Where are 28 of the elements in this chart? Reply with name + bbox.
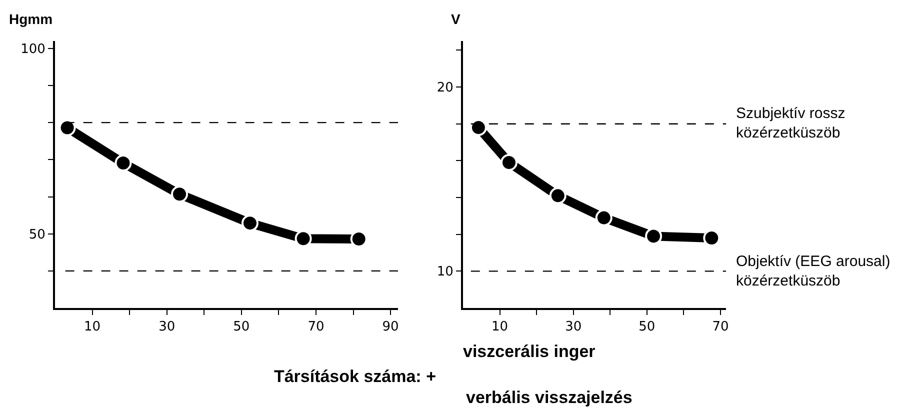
- ref-line-label: Objektív (EEG arousal) közérzetküszöb: [736, 253, 890, 290]
- point: [171, 186, 188, 203]
- x-tick-label: 30: [565, 320, 582, 335]
- point: [549, 187, 566, 204]
- text: Társítások száma: +: [274, 367, 436, 387]
- x-tick-label: 10: [492, 320, 508, 335]
- x-tick-label: 70: [308, 320, 324, 335]
- text: verbális visszajelzés: [466, 388, 632, 408]
- text: viszcerális inger: [463, 342, 596, 362]
- point: [645, 228, 662, 245]
- x-tick-label: 10: [84, 320, 101, 335]
- ref-line-label: Szubjektív rossz közérzetküszöb: [736, 105, 846, 142]
- point: [470, 119, 487, 136]
- x-tick-label: 30: [158, 320, 176, 335]
- point: [595, 209, 612, 226]
- y-tick-label: 20: [436, 80, 454, 96]
- x-tick-label: 50: [233, 320, 250, 335]
- point: [114, 154, 132, 172]
- y-axis-title: Hgmm: [9, 11, 53, 27]
- x-tick-label: 50: [638, 320, 656, 335]
- point: [294, 230, 312, 248]
- y-tick-label: 100: [20, 42, 46, 57]
- x-tick-label: 90: [382, 320, 399, 335]
- point: [58, 119, 76, 136]
- point: [500, 154, 518, 172]
- point: [241, 214, 258, 232]
- y-axis-title: V: [451, 11, 461, 27]
- x-tick-label: 70: [712, 320, 729, 335]
